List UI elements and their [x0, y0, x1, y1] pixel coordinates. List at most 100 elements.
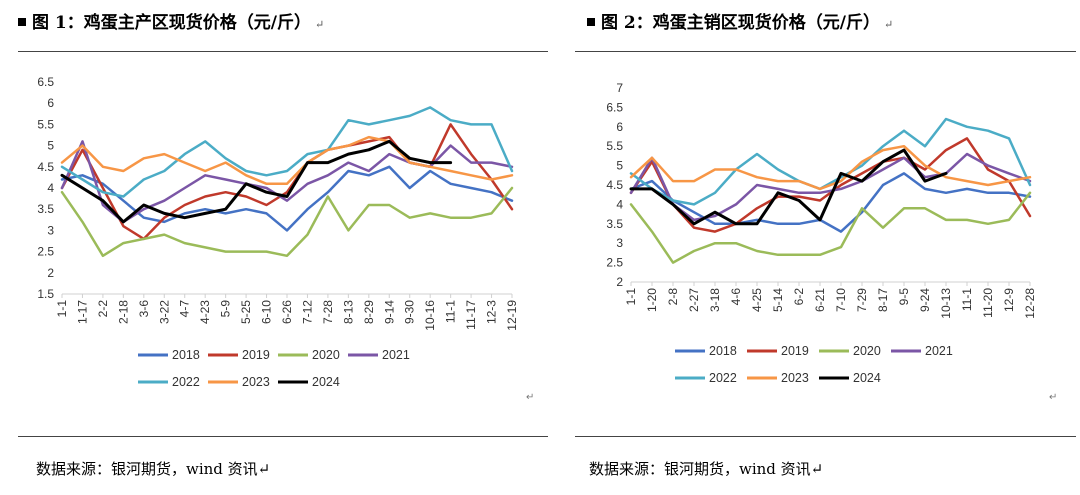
x-tick-label: 4-7 [178, 300, 192, 318]
legend-label-2022: 2022 [709, 371, 737, 385]
y-tick-label: 5 [616, 159, 623, 173]
x-tick-label: 11-1 [444, 300, 458, 323]
chart-2: 2 2.5 3 3.5 4 4.5 5 5.5 6 6.5 7 1-1 1-20 2-8 2-27 3-18 4… [606, 81, 1037, 385]
y-tick-label: 3.5 [37, 202, 54, 216]
legend-label-2019: 2019 [242, 348, 270, 362]
series-line-2022 [629, 117, 1032, 206]
legend-label-2021: 2021 [925, 344, 953, 358]
source-note: 数据来源：银河期货，wind 资讯↵ [589, 460, 824, 478]
x-tick-label: 3-22 [157, 300, 171, 324]
x-tick-label: 1-1 [55, 300, 69, 318]
top-rule [18, 51, 548, 52]
x-tick-label: 7-10 [834, 288, 848, 312]
legend-label-2023: 2023 [781, 371, 809, 385]
series-line-2018 [60, 165, 514, 232]
x-tick-label: 7-12 [300, 300, 314, 324]
legend-label-2022: 2022 [172, 375, 200, 389]
x-tick-label: 3-18 [708, 288, 722, 312]
figure-2-panel: 图 2：鸡蛋主销区现货价格（元/斤） ↵ 2 2.5 3 3.5 4 4.5 5 5.5 6 6.5… [575, 0, 1080, 495]
x-tick-label: 5-25 [239, 300, 253, 324]
series-line-2021 [60, 140, 514, 224]
x-tick-label: 10-16 [423, 300, 437, 331]
y-tick-label: 3 [616, 236, 623, 250]
figure-1-panel: 图 1：鸡蛋主产区现货价格（元/斤） ↵ 1.5 2 2.5 3 3.5 4 4.5 5 5.5 6… [18, 8, 548, 478]
x-tick-label: 9-24 [918, 288, 932, 312]
series-line-2022 [60, 106, 514, 198]
x-tick-label: 11-1 [960, 288, 974, 311]
paragraph-mark: ↵ [314, 18, 325, 31]
y-tick-label: 1.5 [37, 287, 54, 301]
x-tick-label: 12-3 [485, 300, 499, 324]
x-tick-label: 7-28 [321, 300, 335, 324]
legend-label-2020: 2020 [312, 348, 340, 362]
legend-label-2024: 2024 [312, 375, 340, 389]
x-tick-label: 2-27 [687, 288, 701, 312]
y-tick-label: 4 [616, 197, 623, 211]
x-tick-label: 12-28 [1023, 288, 1037, 319]
legend-label-2019: 2019 [781, 344, 809, 358]
x-tick-label: 3-6 [137, 300, 151, 318]
legend-label-2018: 2018 [172, 348, 200, 362]
x-tick-label: 11-17 [464, 300, 478, 330]
x-tick-label: 1-1 [624, 288, 638, 306]
x-tick-label: 9-5 [897, 288, 911, 306]
x-tick-label: 6-2 [792, 288, 806, 306]
x-tick-label: 11-20 [981, 288, 995, 318]
y-tick-label: 7 [616, 81, 623, 95]
x-tick-label: 1-20 [645, 288, 659, 312]
legend-label-2024: 2024 [853, 371, 881, 385]
paragraph-mark: ↵ [526, 392, 535, 403]
series-line-2018 [629, 172, 1032, 233]
series-line-2024 [60, 139, 453, 224]
x-tick-label: 5-14 [771, 288, 785, 312]
x-tick-label: 5-9 [219, 300, 233, 318]
y-tick-label: 4.5 [606, 178, 623, 192]
source-note: 数据来源：银河期货，wind 资讯↵ [36, 460, 271, 478]
x-tick-label: 6-21 [813, 288, 827, 312]
legend-label-2023: 2023 [242, 375, 270, 389]
bullet-square-icon [18, 17, 26, 26]
series-line-2023 [629, 144, 1032, 191]
x-tick-label: 1-17 [75, 300, 89, 324]
x-tick-label: 8-29 [362, 300, 376, 324]
x-tick-label: 4-6 [729, 288, 743, 306]
series-line-2023 [60, 135, 514, 186]
x-tick-label: 6-26 [280, 300, 294, 324]
bottom-rule [18, 436, 548, 437]
x-tick-label: 8-13 [341, 300, 355, 324]
top-rule [575, 51, 1076, 52]
figure-title: 图 1：鸡蛋主产区现货价格（元/斤） ↵ [18, 8, 324, 33]
y-tick-label: 2.5 [606, 256, 623, 270]
x-tick-label: 10-13 [939, 288, 953, 319]
y-tick-label: 5.5 [37, 117, 54, 131]
y-tick-label: 4.5 [37, 160, 54, 174]
bullet-square-icon [587, 17, 595, 26]
x-tick-label: 12-9 [1002, 288, 1016, 312]
y-tick-label: 5 [47, 139, 54, 153]
legend-label-2020: 2020 [853, 344, 881, 358]
x-tick-label: 4-23 [198, 300, 212, 324]
series-line-2024 [629, 148, 948, 226]
x-tick-label: 12-19 [505, 300, 519, 331]
x-tick-label: 8-17 [876, 288, 890, 312]
x-tick-label: 6-10 [260, 300, 274, 324]
y-tick-label: 6 [616, 120, 623, 134]
x-tick-label: 4-25 [750, 288, 764, 312]
series-line-2020 [60, 186, 514, 258]
y-tick-label: 6 [47, 96, 54, 110]
x-tick-label: 9-14 [382, 300, 396, 324]
series-line-2019 [60, 123, 514, 241]
legend-label-2021: 2021 [382, 348, 410, 362]
legend-label-2018: 2018 [709, 344, 737, 358]
y-tick-label: 4 [47, 181, 54, 195]
series-line-2019 [629, 137, 1032, 233]
figure-title: 图 2：鸡蛋主销区现货价格（元/斤） ↵ [587, 8, 893, 33]
series-line-2021 [629, 152, 1032, 222]
x-tick-label: 2-8 [666, 288, 680, 306]
paragraph-mark: ↵ [883, 18, 894, 31]
y-tick-label: 2 [616, 275, 623, 289]
paragraph-mark: ↵ [1049, 392, 1058, 403]
y-tick-label: 2.5 [37, 245, 54, 259]
y-tick-label: 5.5 [606, 139, 623, 153]
chart-1: 1.5 2 2.5 3 3.5 4 4.5 5 5.5 6 6.5 1-1 1-17 2-2 2-18 3-6… [37, 75, 519, 389]
